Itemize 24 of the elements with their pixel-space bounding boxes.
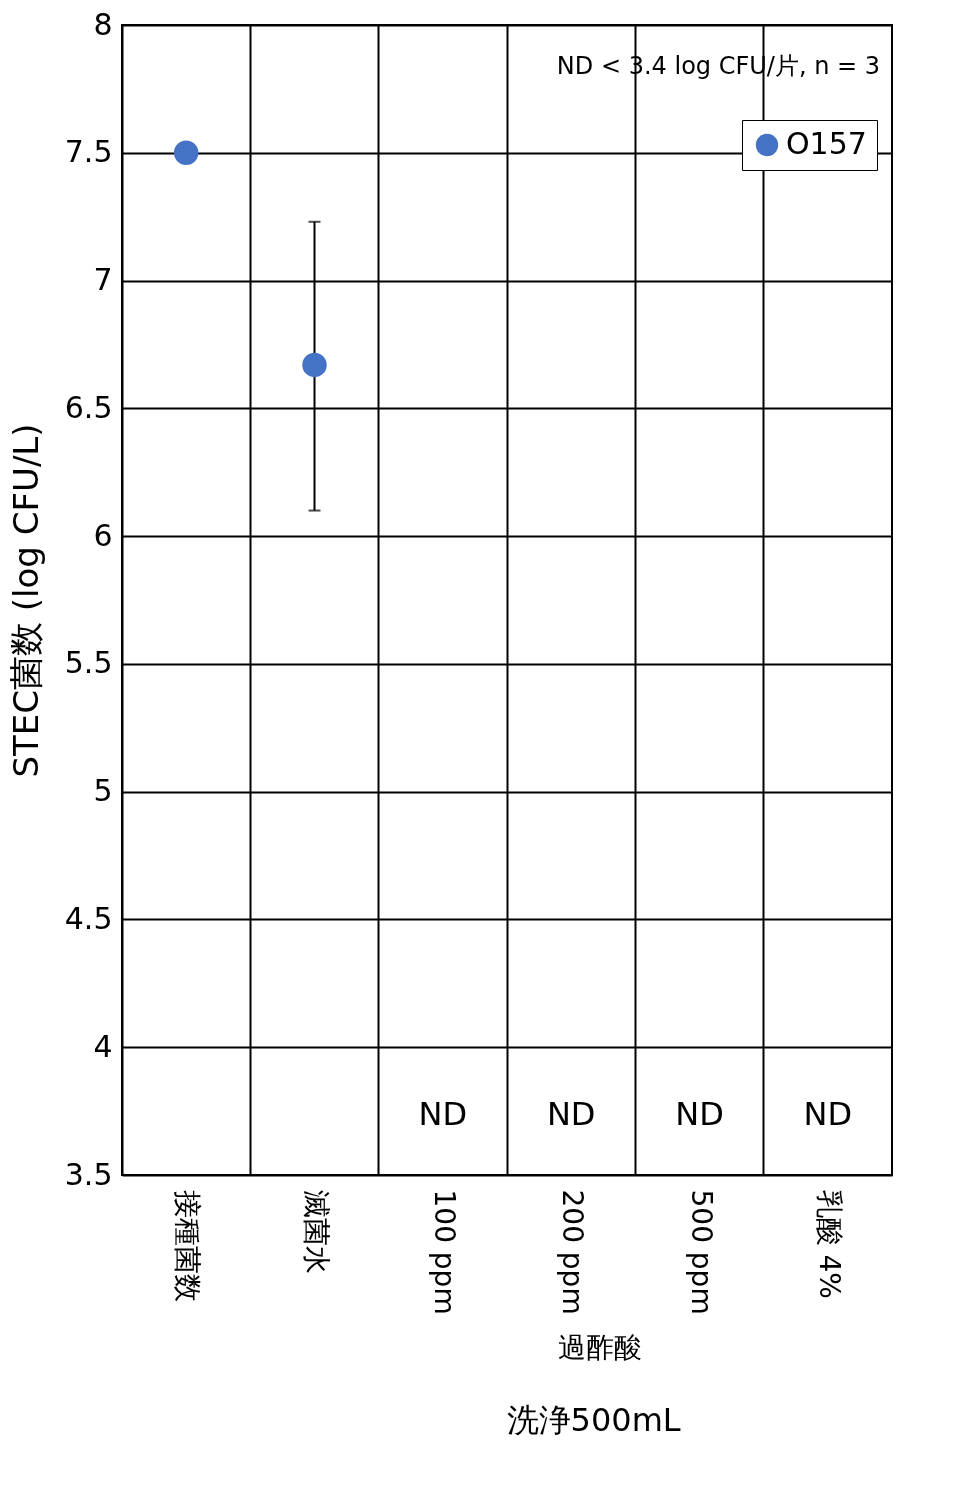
annotation: ND xyxy=(546,1095,596,1133)
y-tick-label: 3.5 xyxy=(64,1156,113,1192)
y-tick-label: 4 xyxy=(93,1028,113,1064)
y-tick-label: 4.5 xyxy=(64,900,113,936)
y-tick-label: 8 xyxy=(93,6,113,42)
y-tick-label: 6.5 xyxy=(64,389,113,425)
y-tick-label: 5 xyxy=(93,773,113,809)
y-tick-label: 6 xyxy=(93,517,113,553)
x-tick-label: 200 ppm xyxy=(556,1189,590,1315)
y-axis-title: STEC菌数 (log CFU/L) xyxy=(5,423,46,778)
y-tick-label: 7 xyxy=(93,262,113,298)
x-tick-label: 100 ppm xyxy=(427,1189,461,1315)
legend-label: O157 xyxy=(786,126,867,161)
y-tick-label: 5.5 xyxy=(64,645,113,681)
annotation: ND xyxy=(675,1095,724,1133)
text: 洗浄500mL xyxy=(506,1401,681,1439)
x-tick-label: 500 ppm xyxy=(684,1189,718,1315)
y-tick-label: 7.5 xyxy=(64,134,113,170)
x-tick-label: 滅菌水 xyxy=(299,1189,333,1274)
x-tick-label: 乳酸 4% xyxy=(812,1189,846,1299)
annotation: ND xyxy=(803,1095,853,1133)
annotation: ND xyxy=(418,1095,468,1133)
x-tick-label: 接種菌数 xyxy=(171,1189,205,1302)
text: 過酢酸 xyxy=(558,1331,643,1364)
